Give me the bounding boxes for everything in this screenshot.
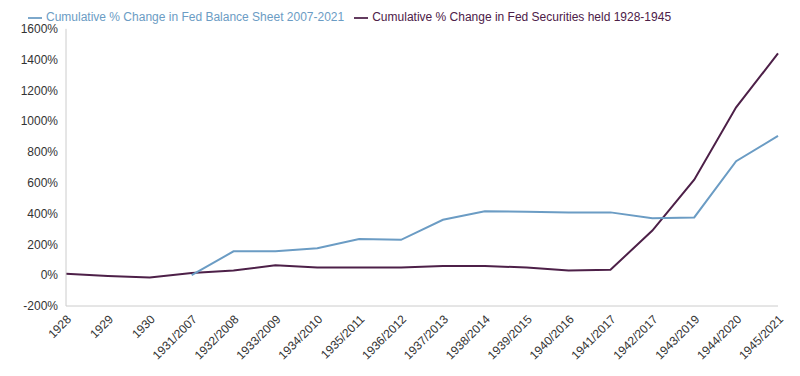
svg-text:400%: 400% bbox=[27, 207, 58, 221]
svg-text:1940/2016: 1940/2016 bbox=[527, 312, 577, 362]
svg-text:1944/2020: 1944/2020 bbox=[694, 312, 744, 362]
svg-text:1945/2021: 1945/2021 bbox=[736, 312, 786, 362]
svg-text:1937/2013: 1937/2013 bbox=[401, 312, 451, 362]
svg-text:1931/2007: 1931/2007 bbox=[150, 312, 200, 362]
svg-text:1935/2011: 1935/2011 bbox=[317, 312, 368, 362]
svg-text:1934/2010: 1934/2010 bbox=[275, 312, 325, 362]
svg-text:1000%: 1000% bbox=[21, 114, 59, 128]
svg-text:0%: 0% bbox=[41, 268, 59, 282]
svg-text:1930: 1930 bbox=[129, 312, 158, 341]
svg-text:-200%: -200% bbox=[23, 299, 58, 313]
svg-text:1939/2015: 1939/2015 bbox=[485, 312, 535, 362]
svg-text:1942/2017: 1942/2017 bbox=[610, 312, 660, 362]
html-text:Cumulative % Change in Fed Bal: Cumulative % Change in Fed Balance Sheet… bbox=[46, 10, 345, 24]
svg-text:1600%: 1600% bbox=[21, 22, 59, 36]
svg-text:1938/2014: 1938/2014 bbox=[443, 312, 493, 362]
svg-text:1200%: 1200% bbox=[21, 84, 59, 98]
html-text:Cumulative % Change in Fed Sec: Cumulative % Change in Fed Securities he… bbox=[372, 10, 672, 24]
svg-text:1929: 1929 bbox=[87, 312, 116, 341]
svg-text:800%: 800% bbox=[27, 145, 58, 159]
svg-text:1943/2019: 1943/2019 bbox=[652, 312, 702, 362]
svg-text:1941/2017: 1941/2017 bbox=[569, 312, 619, 362]
svg-text:1400%: 1400% bbox=[21, 53, 59, 67]
svg-text:200%: 200% bbox=[27, 238, 58, 252]
svg-text:1932/2008: 1932/2008 bbox=[192, 312, 242, 362]
svg-text:1933/2009: 1933/2009 bbox=[234, 312, 284, 362]
svg-text:1928: 1928 bbox=[45, 312, 74, 341]
svg-text:1936/2012: 1936/2012 bbox=[359, 312, 409, 362]
svg-text:600%: 600% bbox=[27, 176, 58, 190]
